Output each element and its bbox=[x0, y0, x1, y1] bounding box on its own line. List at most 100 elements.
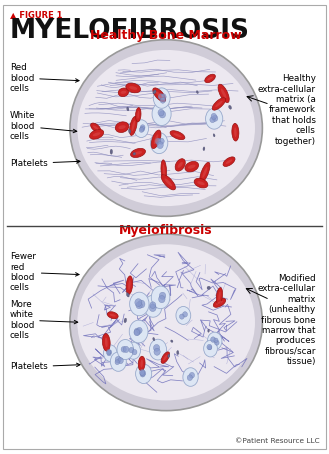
Ellipse shape bbox=[205, 74, 215, 83]
FancyBboxPatch shape bbox=[3, 5, 326, 449]
Ellipse shape bbox=[70, 39, 263, 217]
Ellipse shape bbox=[108, 350, 112, 354]
Ellipse shape bbox=[153, 88, 170, 109]
Ellipse shape bbox=[183, 312, 188, 317]
Ellipse shape bbox=[128, 129, 131, 133]
Ellipse shape bbox=[159, 296, 165, 303]
Ellipse shape bbox=[102, 334, 110, 351]
Text: White
blood
cells: White blood cells bbox=[10, 111, 77, 141]
Ellipse shape bbox=[170, 131, 185, 140]
Ellipse shape bbox=[153, 337, 155, 341]
Ellipse shape bbox=[135, 299, 142, 306]
Text: ©Patient Resource LLC: ©Patient Resource LLC bbox=[235, 438, 319, 444]
Ellipse shape bbox=[176, 306, 191, 325]
Ellipse shape bbox=[163, 164, 165, 176]
Ellipse shape bbox=[140, 371, 145, 377]
Ellipse shape bbox=[134, 329, 140, 336]
Ellipse shape bbox=[115, 360, 119, 365]
Ellipse shape bbox=[218, 291, 221, 301]
Ellipse shape bbox=[189, 372, 194, 378]
Ellipse shape bbox=[213, 134, 215, 137]
Ellipse shape bbox=[197, 181, 205, 185]
Ellipse shape bbox=[214, 338, 218, 343]
Ellipse shape bbox=[206, 108, 223, 129]
Ellipse shape bbox=[164, 178, 172, 186]
Ellipse shape bbox=[130, 292, 149, 316]
Ellipse shape bbox=[118, 358, 123, 364]
Ellipse shape bbox=[171, 340, 173, 342]
Ellipse shape bbox=[216, 288, 222, 304]
Ellipse shape bbox=[175, 159, 185, 171]
Ellipse shape bbox=[107, 312, 118, 319]
Ellipse shape bbox=[215, 101, 223, 107]
Ellipse shape bbox=[204, 340, 217, 357]
Ellipse shape bbox=[106, 350, 111, 355]
Ellipse shape bbox=[127, 107, 129, 111]
Ellipse shape bbox=[154, 348, 160, 355]
Ellipse shape bbox=[153, 90, 156, 94]
Ellipse shape bbox=[131, 148, 145, 158]
Ellipse shape bbox=[223, 157, 235, 167]
Text: Platelets: Platelets bbox=[10, 159, 80, 168]
Ellipse shape bbox=[90, 123, 101, 132]
Ellipse shape bbox=[153, 88, 166, 102]
Ellipse shape bbox=[138, 300, 145, 308]
Ellipse shape bbox=[200, 163, 210, 183]
Ellipse shape bbox=[126, 293, 129, 297]
Ellipse shape bbox=[161, 175, 175, 190]
Ellipse shape bbox=[210, 117, 215, 123]
Ellipse shape bbox=[208, 345, 212, 350]
Text: ▲ FIGURE 1: ▲ FIGURE 1 bbox=[10, 10, 63, 19]
Ellipse shape bbox=[194, 178, 208, 188]
Ellipse shape bbox=[136, 302, 142, 309]
Ellipse shape bbox=[133, 153, 136, 155]
Ellipse shape bbox=[212, 115, 218, 121]
Ellipse shape bbox=[115, 356, 121, 363]
Ellipse shape bbox=[158, 94, 164, 99]
Ellipse shape bbox=[177, 350, 179, 355]
Ellipse shape bbox=[211, 337, 215, 342]
Ellipse shape bbox=[154, 345, 160, 351]
Text: Myelofibrosis: Myelofibrosis bbox=[119, 224, 213, 237]
Text: MYELOFIBROSIS: MYELOFIBROSIS bbox=[10, 18, 250, 44]
Ellipse shape bbox=[110, 352, 126, 371]
Ellipse shape bbox=[134, 151, 142, 155]
Ellipse shape bbox=[150, 302, 156, 308]
Ellipse shape bbox=[124, 318, 127, 323]
Ellipse shape bbox=[140, 126, 145, 131]
Ellipse shape bbox=[208, 329, 209, 332]
Ellipse shape bbox=[213, 298, 226, 307]
Ellipse shape bbox=[159, 138, 164, 144]
Ellipse shape bbox=[151, 130, 161, 148]
Ellipse shape bbox=[118, 125, 126, 129]
Ellipse shape bbox=[126, 342, 140, 359]
Ellipse shape bbox=[139, 370, 145, 375]
Ellipse shape bbox=[168, 354, 170, 358]
Ellipse shape bbox=[232, 123, 239, 141]
Ellipse shape bbox=[188, 165, 195, 168]
Ellipse shape bbox=[140, 125, 145, 130]
Ellipse shape bbox=[185, 162, 199, 172]
Ellipse shape bbox=[159, 292, 166, 299]
Ellipse shape bbox=[123, 346, 129, 353]
Ellipse shape bbox=[126, 83, 140, 93]
Text: Red
blood
cells: Red blood cells bbox=[10, 63, 79, 93]
Ellipse shape bbox=[140, 360, 143, 368]
Ellipse shape bbox=[203, 147, 205, 151]
Ellipse shape bbox=[202, 167, 207, 178]
Ellipse shape bbox=[180, 314, 184, 319]
Ellipse shape bbox=[110, 314, 116, 316]
Ellipse shape bbox=[159, 111, 165, 118]
Ellipse shape bbox=[121, 91, 126, 94]
Ellipse shape bbox=[183, 368, 198, 386]
Ellipse shape bbox=[128, 280, 131, 290]
Ellipse shape bbox=[77, 50, 255, 206]
Ellipse shape bbox=[144, 295, 162, 317]
Ellipse shape bbox=[212, 98, 226, 110]
Ellipse shape bbox=[149, 304, 156, 311]
Ellipse shape bbox=[103, 345, 117, 361]
Ellipse shape bbox=[207, 344, 212, 350]
Ellipse shape bbox=[229, 105, 232, 109]
Ellipse shape bbox=[105, 337, 108, 347]
Ellipse shape bbox=[132, 350, 137, 355]
